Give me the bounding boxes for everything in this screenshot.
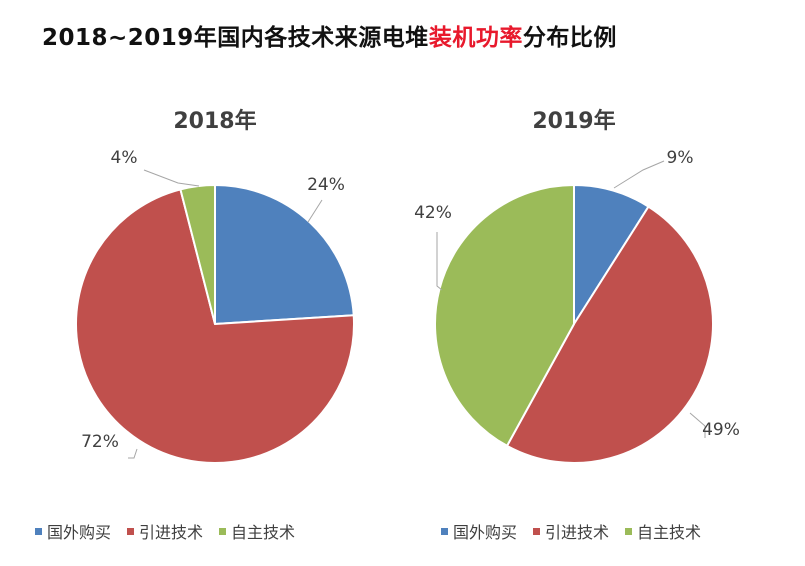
main-title-highlight: 装机功率 <box>428 25 523 51</box>
legend-swatch-blue <box>35 527 42 535</box>
legend-item-foreign: 国外购买 <box>441 519 517 543</box>
legend-item-independent: 自主技术 <box>219 519 295 543</box>
slice-label-independent-tech-2018: 4% <box>111 148 138 168</box>
legend-item-independent: 自主技术 <box>625 519 701 543</box>
slice-label-foreign-purchase-2018: 24% <box>307 175 345 195</box>
pie-title-2019: 2019年 <box>532 108 615 134</box>
legend-label: 国外购买 <box>47 523 112 542</box>
legend-2019: 国外购买 引进技术 自主技术 <box>441 519 701 543</box>
slice-label-introduced-tech-2018: 72% <box>81 432 119 452</box>
legend-label: 自主技术 <box>637 523 702 542</box>
leader-line-foreign-purchase-2018 <box>307 199 323 223</box>
leader-line-independent-tech-2018 <box>143 169 200 187</box>
legend-swatch-red <box>533 527 541 535</box>
pie-slice-introduced-tech-2018 <box>75 188 356 464</box>
legend-label: 国外购买 <box>453 523 518 542</box>
pie-slice-foreign-purchase-2018 <box>214 183 355 326</box>
main-title: 2018~2019年国内各技术来源电堆装机功率分布比例 <box>42 18 617 52</box>
slice-label-introduced-tech-2019: 49% <box>702 420 740 440</box>
main-title-suffix: 分布比例 <box>522 25 617 51</box>
legend-swatch-green <box>219 527 227 535</box>
leader-line-introduced-tech-2018 <box>128 448 138 459</box>
leader-line-independent-tech-2019 <box>436 232 443 291</box>
slice-label-foreign-purchase-2019: 9% <box>667 148 694 168</box>
legend-item-introduced: 引进技术 <box>127 519 203 543</box>
legend-swatch-red <box>127 527 135 535</box>
legend-label: 自主技术 <box>231 523 296 542</box>
pie-slice-introduced-tech-2019 <box>505 205 714 464</box>
legend-item-foreign: 国外购买 <box>35 519 111 543</box>
legend-label: 引进技术 <box>545 523 610 542</box>
leader-line-introduced-tech-2019 <box>689 412 706 438</box>
pie-slice-independent-tech-2019 <box>434 183 575 448</box>
pie-slice-foreign-purchase-2019 <box>573 183 650 328</box>
pie-chart-2018: 2018年 24% 72% 4% <box>75 108 356 464</box>
legend-2018: 国外购买 引进技术 自主技术 <box>35 519 295 543</box>
legend-swatch-green <box>625 527 633 535</box>
pie-title-2018: 2018年 <box>173 108 256 134</box>
legend-item-introduced: 引进技术 <box>533 519 609 543</box>
legend-swatch-blue <box>441 527 448 535</box>
pie-chart-2019: 2019年 9% 49% 42% <box>414 108 740 464</box>
leader-line-foreign-purchase-2019 <box>613 160 665 189</box>
legend-label: 引进技术 <box>139 523 204 542</box>
main-title-prefix: 2018~2019年国内各技术来源电堆 <box>42 25 429 51</box>
slice-label-independent-tech-2019: 42% <box>414 203 452 223</box>
